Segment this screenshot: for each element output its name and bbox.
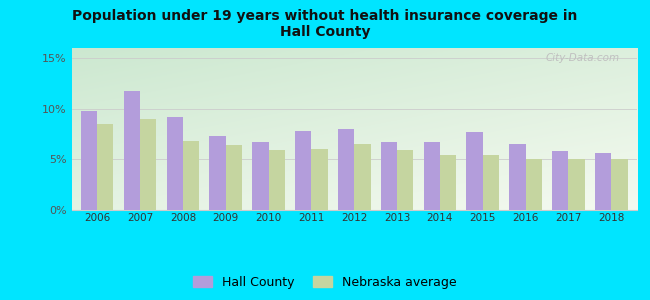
- Bar: [140, 119, 156, 210]
- Bar: [381, 142, 397, 210]
- Bar: [440, 155, 456, 210]
- Bar: [397, 150, 413, 210]
- Bar: [569, 159, 585, 210]
- Bar: [483, 155, 499, 210]
- Bar: [467, 132, 483, 210]
- Bar: [81, 111, 98, 210]
- Bar: [338, 129, 354, 210]
- Legend: Hall County, Nebraska average: Hall County, Nebraska average: [188, 271, 462, 294]
- Bar: [526, 159, 542, 210]
- Text: City-Data.com: City-Data.com: [546, 53, 620, 63]
- Bar: [510, 144, 526, 210]
- Bar: [209, 136, 226, 210]
- Bar: [552, 151, 569, 210]
- Bar: [183, 141, 199, 210]
- Text: Population under 19 years without health insurance coverage in
Hall County: Population under 19 years without health…: [72, 9, 578, 39]
- Bar: [226, 145, 242, 210]
- Bar: [595, 153, 611, 210]
- Bar: [98, 124, 114, 210]
- Bar: [424, 142, 440, 210]
- Bar: [611, 159, 628, 210]
- Bar: [295, 131, 311, 210]
- Bar: [268, 150, 285, 210]
- Bar: [124, 91, 140, 210]
- Bar: [354, 144, 370, 210]
- Bar: [252, 142, 268, 210]
- Bar: [166, 117, 183, 210]
- Bar: [311, 149, 328, 210]
